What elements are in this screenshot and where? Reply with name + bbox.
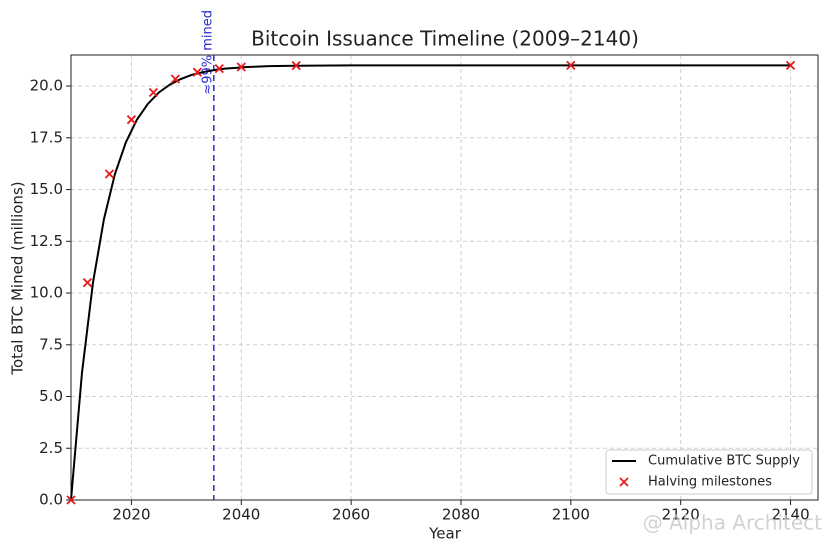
legend-label: Cumulative BTC Supply [648, 454, 800, 469]
y-tick-label: 0.0 [39, 491, 63, 509]
y-tick-label: 2.5 [39, 439, 63, 457]
marker [170, 74, 180, 84]
watermark: @ Alpha Architect [643, 511, 822, 535]
x-tick-label: 2020 [112, 506, 150, 524]
marker [148, 87, 159, 98]
marker [82, 278, 93, 288]
x-tick-label: 2060 [332, 506, 370, 524]
legend-label: Halving milestones [648, 475, 772, 490]
marker [66, 495, 76, 505]
x-tick-label: 2120 [662, 506, 700, 524]
y-tick-label: 7.5 [39, 335, 63, 353]
y-tick-label: 12.5 [30, 232, 63, 250]
marker [785, 60, 796, 70]
x-tick-label: 2140 [771, 506, 809, 524]
marker [104, 169, 115, 179]
marker [236, 62, 246, 72]
legend-box [605, 449, 813, 495]
marker [566, 60, 576, 70]
x-axis-label: Year [428, 525, 462, 543]
y-tick-label: 17.5 [30, 128, 63, 146]
y-tick-label: 20.0 [30, 77, 63, 95]
y-tick-label: 15.0 [30, 180, 63, 198]
x-tick-label: 2040 [222, 506, 260, 524]
line [70, 64, 791, 501]
chart-title: Bitcoin Issuance Timeline (2009–2140) [251, 27, 639, 51]
marker [126, 115, 137, 125]
marker [214, 64, 224, 74]
marker [291, 60, 301, 71]
plot-frame [70, 54, 819, 501]
marker [192, 67, 202, 77]
x-tick-label: 2080 [442, 506, 480, 524]
reference-label: ≈99% mined [200, 10, 215, 95]
x-tick-label: 2100 [552, 506, 590, 524]
y-tick-label: 10.0 [30, 284, 63, 302]
y-axis-label: Total BTC Mined (millions) [9, 181, 27, 375]
y-tick-label: 5.0 [39, 387, 63, 405]
legend-swatch [619, 477, 629, 487]
